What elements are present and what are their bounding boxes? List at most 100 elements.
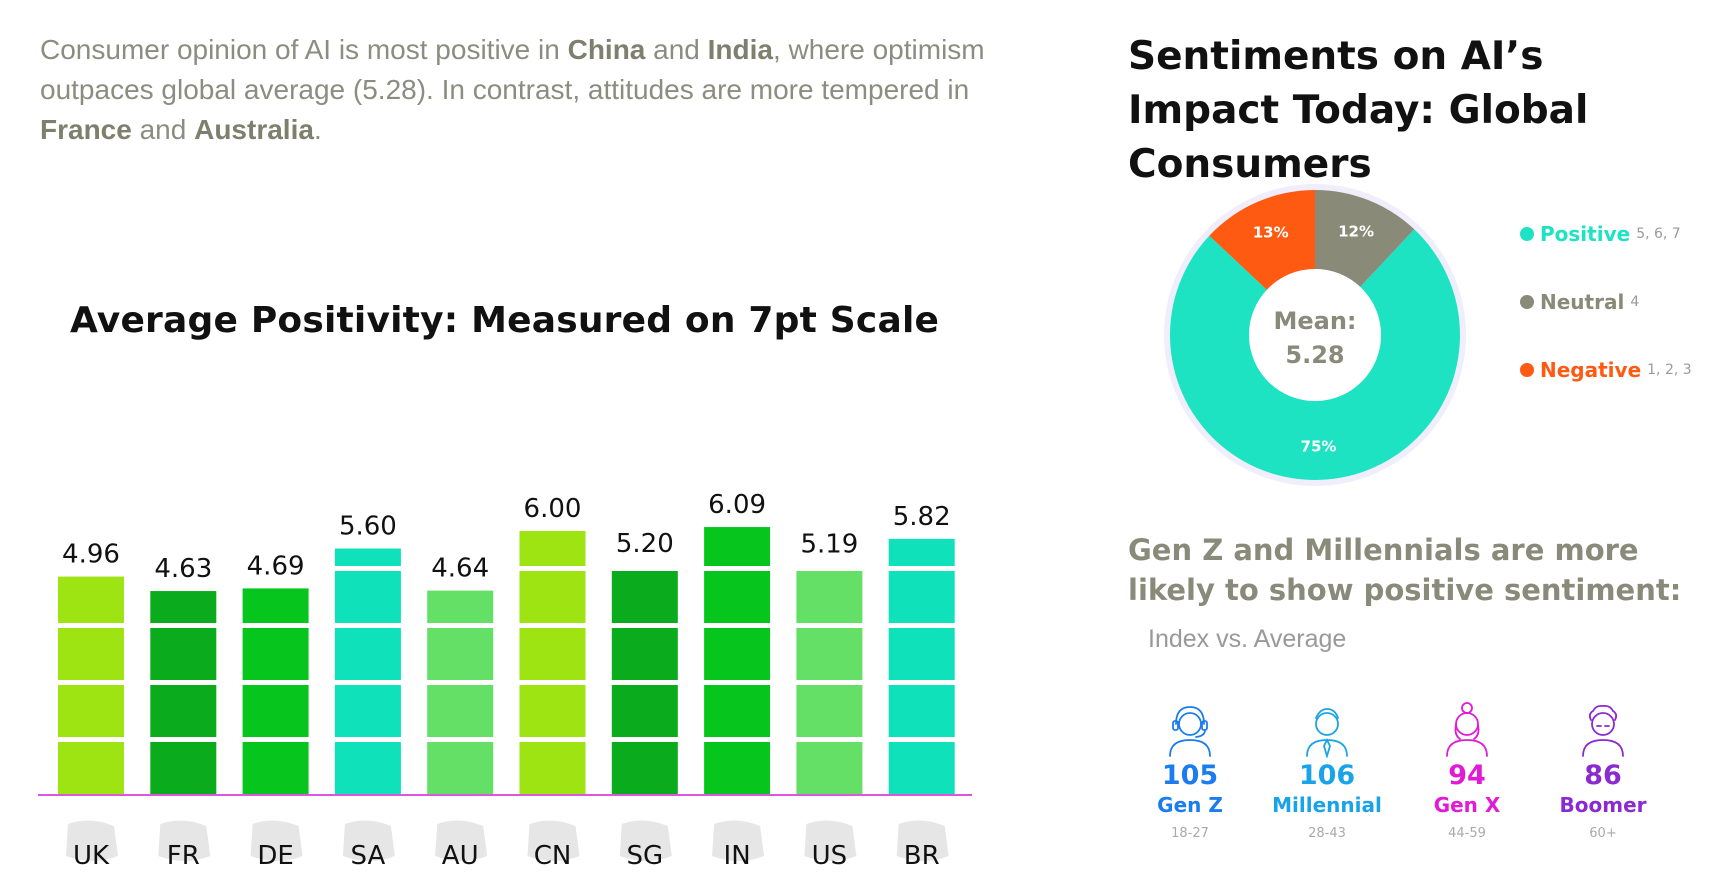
bar-AU bbox=[427, 590, 494, 794]
generation-card-boomer: 86 Boomer 60+ bbox=[1538, 700, 1668, 841]
country-shape-CN bbox=[527, 820, 580, 861]
generation-age-range: 28-43 bbox=[1308, 826, 1346, 841]
generation-age-range: 60+ bbox=[1589, 826, 1617, 841]
bar-segment bbox=[334, 548, 401, 566]
generation-name: Gen Z bbox=[1157, 793, 1223, 817]
bar-segment bbox=[796, 742, 863, 794]
donut-slice-positive bbox=[1170, 229, 1460, 480]
generation-index: 105 bbox=[1161, 760, 1219, 791]
bar-value-label: 6.09 bbox=[708, 490, 766, 520]
bar-segment bbox=[796, 685, 863, 737]
category-label: US bbox=[812, 841, 848, 871]
legend-item-neutral: Neutral 4 bbox=[1520, 290, 1639, 314]
bar-segment bbox=[427, 685, 494, 737]
country-shape-US bbox=[804, 820, 857, 861]
generation-age-range: 44-59 bbox=[1448, 826, 1486, 841]
mean-value: 5.28 bbox=[1285, 341, 1344, 369]
country-shape-BR bbox=[896, 820, 949, 861]
intro-highlight: France bbox=[40, 114, 132, 145]
bar-segment bbox=[334, 685, 401, 737]
intro-highlight: Australia bbox=[194, 114, 314, 145]
bar-chart-title: Average Positivity: Measured on 7pt Scal… bbox=[70, 300, 940, 341]
bar-segment bbox=[704, 628, 771, 680]
category-label: SG bbox=[626, 841, 663, 871]
generation-card-gen-z: 105 Gen Z 18-27 bbox=[1125, 700, 1255, 841]
bar-segment bbox=[519, 742, 586, 794]
generations-subheading: Index vs. Average bbox=[1148, 625, 1347, 653]
bar-IN bbox=[704, 527, 771, 794]
bar-segment bbox=[242, 588, 309, 623]
bar-segment bbox=[704, 571, 771, 623]
bar-FR bbox=[150, 591, 217, 794]
bar-segment bbox=[427, 590, 494, 623]
bar-segment bbox=[704, 742, 771, 794]
bar-segment bbox=[888, 685, 955, 737]
country-shape-FR bbox=[158, 820, 211, 861]
bar-segment bbox=[334, 742, 401, 794]
generation-name: Boomer bbox=[1559, 793, 1647, 817]
intro-highlight: India bbox=[707, 34, 773, 65]
donut-slice-negative bbox=[1209, 190, 1315, 290]
bar-segment bbox=[611, 571, 678, 623]
bar-segment bbox=[427, 628, 494, 680]
bar-US bbox=[796, 571, 863, 794]
legend-dot-icon bbox=[1520, 295, 1534, 309]
bar-segment bbox=[519, 531, 586, 566]
sentiment-donut-chart: 75% 13% 12% Mean: 5.28 bbox=[1164, 184, 1466, 486]
generation-age-range: 18-27 bbox=[1171, 826, 1209, 841]
bar-segment bbox=[150, 742, 217, 794]
bar-segment bbox=[888, 538, 955, 566]
bar-value-label: 4.64 bbox=[431, 554, 489, 584]
average-positivity-bar-chart: 4.96 UK 4.63 FR 4.69 DE 5.60 SA 4.64 AU 6.00 CN 5.20… bbox=[38, 490, 972, 871]
bar-segment bbox=[150, 685, 217, 737]
country-shape-IN bbox=[712, 820, 765, 861]
bar-value-label: 5.20 bbox=[616, 529, 674, 559]
bar-value-label: 5.60 bbox=[339, 512, 397, 542]
bar-segment bbox=[519, 571, 586, 623]
bar-segment bbox=[58, 576, 124, 623]
generation-name: Gen X bbox=[1433, 793, 1501, 817]
bar-BR bbox=[888, 538, 955, 794]
legend-item-negative: Negative 1, 2, 3 bbox=[1520, 358, 1692, 382]
legend-item-positive: Positive 5, 6, 7 bbox=[1520, 222, 1681, 246]
legend-scale-range: 5, 6, 7 bbox=[1636, 226, 1681, 242]
generation-index: 94 bbox=[1448, 760, 1486, 791]
bar-segment bbox=[427, 742, 494, 794]
country-shape-SA bbox=[342, 820, 395, 861]
slice-percent-label: 13% bbox=[1253, 224, 1289, 242]
category-label: DE bbox=[257, 841, 293, 871]
bar-DE bbox=[242, 588, 309, 794]
bar-segment bbox=[58, 685, 124, 737]
woman-bun-icon bbox=[1446, 702, 1488, 757]
bar-value-label: 4.63 bbox=[154, 554, 212, 584]
bar-segment bbox=[150, 591, 217, 623]
donut-slice-neutral bbox=[1315, 190, 1415, 287]
bar-segment bbox=[519, 628, 586, 680]
generation-card-millennial: 106 Millennial 28-43 bbox=[1262, 700, 1392, 841]
generations-heading: Gen Z and Millennials are more likely to… bbox=[1128, 533, 1682, 607]
legend-dot-icon bbox=[1520, 363, 1534, 377]
intro-paragraph: Consumer opinion of AI is most positive … bbox=[40, 30, 1000, 150]
generation-card-gen-x: 94 Gen X 44-59 bbox=[1402, 700, 1532, 841]
bar-segment bbox=[611, 742, 678, 794]
bar-segment bbox=[611, 628, 678, 680]
bar-segment bbox=[888, 742, 955, 794]
bar-segment bbox=[796, 628, 863, 680]
bar-segment bbox=[242, 685, 309, 737]
generation-name: Millennial bbox=[1272, 793, 1382, 817]
bar-segment bbox=[611, 685, 678, 737]
bar-segment bbox=[888, 628, 955, 680]
donut-chart-title: Sentiments on AI’s Impact Today: Global … bbox=[1128, 34, 1589, 187]
country-shape-SG bbox=[619, 820, 672, 861]
bar-segment bbox=[58, 742, 124, 794]
legend-label: Negative bbox=[1540, 358, 1642, 382]
country-shape-UK bbox=[66, 820, 118, 861]
category-label: AU bbox=[442, 841, 479, 871]
category-label: UK bbox=[73, 841, 110, 871]
bar-value-label: 6.00 bbox=[524, 494, 582, 524]
generation-index: 106 bbox=[1298, 760, 1356, 791]
intro-text: and bbox=[131, 114, 195, 145]
elder-person-icon bbox=[1582, 704, 1624, 757]
bar-segment bbox=[704, 685, 771, 737]
donut-hole bbox=[1249, 269, 1381, 401]
